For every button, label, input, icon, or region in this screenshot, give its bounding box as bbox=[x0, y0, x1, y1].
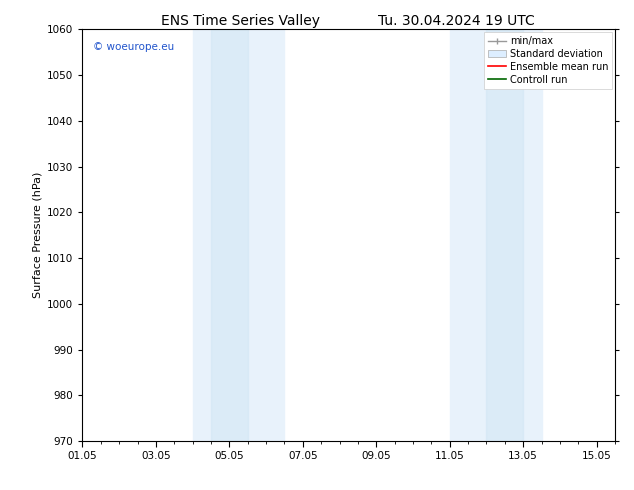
Bar bbox=[211, 29, 248, 441]
Legend: min/max, Standard deviation, Ensemble mean run, Controll run: min/max, Standard deviation, Ensemble me… bbox=[484, 32, 612, 89]
Y-axis label: Surface Pressure (hPa): Surface Pressure (hPa) bbox=[33, 172, 43, 298]
Text: Tu. 30.04.2024 19 UTC: Tu. 30.04.2024 19 UTC bbox=[378, 14, 535, 28]
Bar bbox=[486, 29, 523, 441]
Bar bbox=[193, 29, 285, 441]
Text: ENS Time Series Valley: ENS Time Series Valley bbox=[162, 14, 320, 28]
Bar bbox=[450, 29, 541, 441]
Text: © woeurope.eu: © woeurope.eu bbox=[93, 42, 174, 52]
